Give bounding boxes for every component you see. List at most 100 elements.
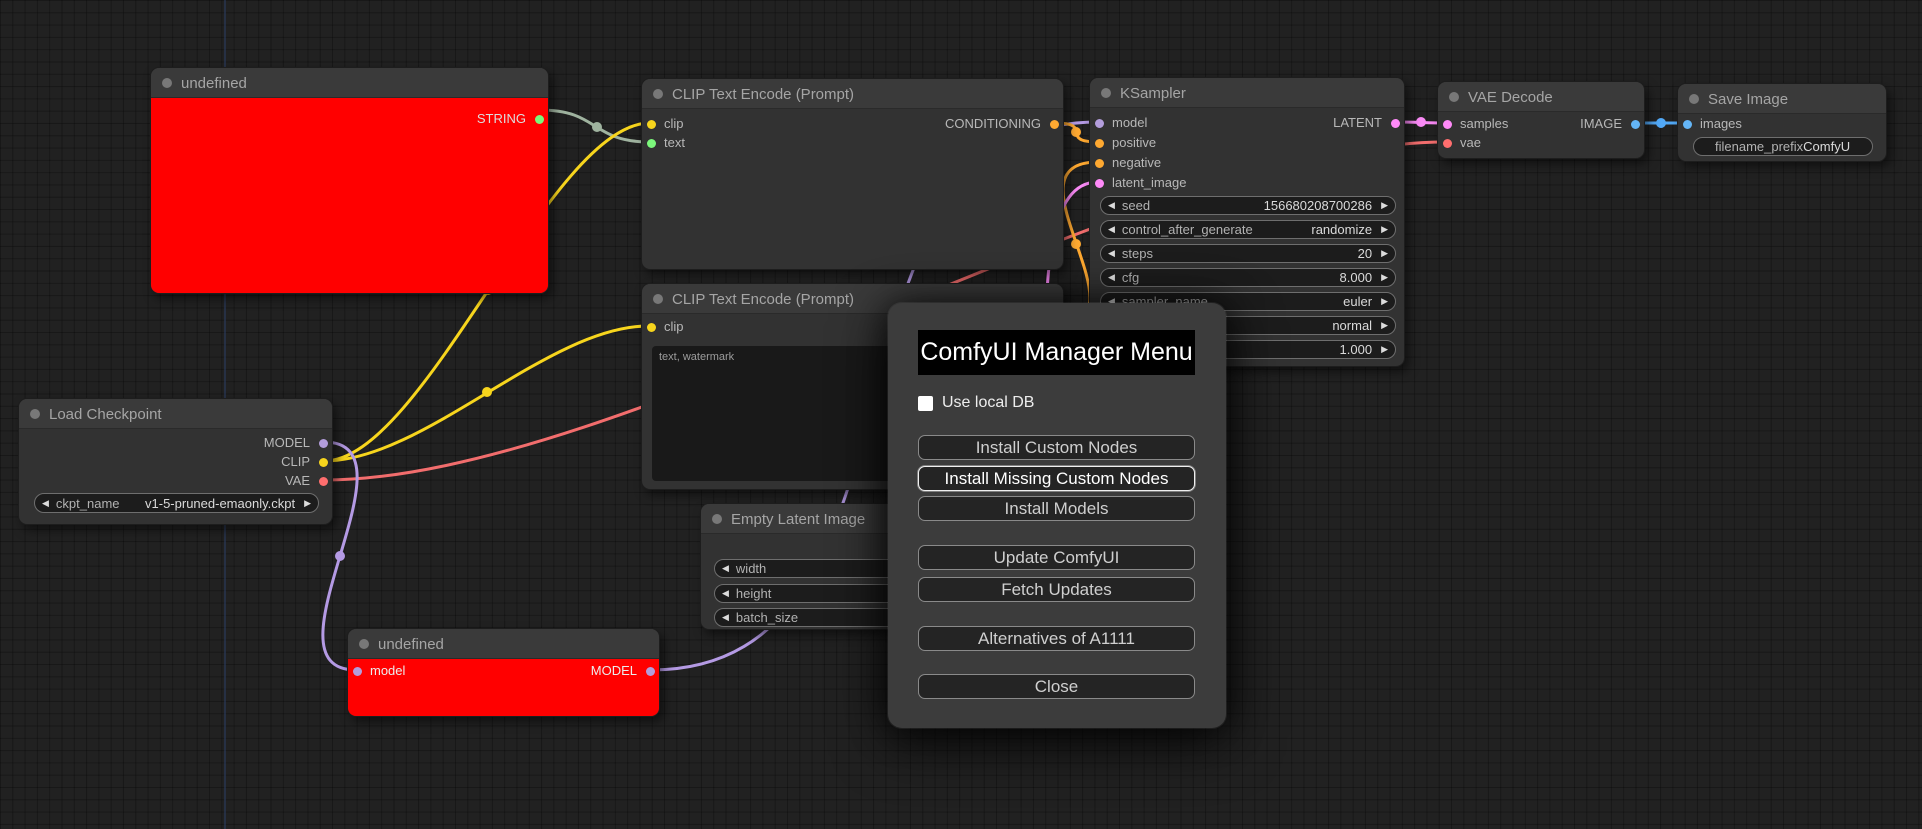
increment-arrow-icon[interactable]: ▶ [304, 497, 311, 508]
fetch-updates-button[interactable]: Fetch Updates [918, 577, 1195, 602]
decrement-arrow-icon[interactable]: ◀ [42, 497, 49, 508]
decrement-arrow-icon[interactable]: ◀ [722, 588, 729, 598]
output-slot-dot[interactable] [318, 476, 328, 486]
increment-arrow-icon[interactable]: ▶ [1381, 344, 1388, 354]
node-header[interactable]: Save Image [1678, 84, 1886, 114]
node-load-checkpoint[interactable]: Load Checkpoint MODEL CLIP VAE ◀ ckpt_na… [18, 398, 333, 525]
input-slot-dot[interactable] [1094, 158, 1104, 168]
node-undefined-bottom[interactable]: undefined model MODEL [347, 628, 660, 717]
node-title: Empty Latent Image [731, 511, 866, 528]
output-slot-label: MODEL [263, 435, 310, 450]
widget-value[interactable]: ComfyUI [1803, 139, 1851, 154]
wire-string-to-text [538, 108, 652, 144]
collapse-dot-icon[interactable] [653, 294, 663, 304]
install-custom-nodes-button[interactable]: Install Custom Nodes [918, 435, 1195, 460]
node-title: undefined [378, 636, 444, 653]
widget-control-after-generate[interactable]: ◀ control_after_generate randomize ▶ [1100, 220, 1396, 239]
widget-value[interactable]: 8.000 [1339, 270, 1373, 285]
collapse-dot-icon[interactable] [359, 639, 369, 649]
node-vae-decode[interactable]: VAE Decode samples vae IMAGE [1437, 81, 1645, 159]
output-slot-dot[interactable] [645, 666, 655, 676]
node-header[interactable]: KSampler [1090, 78, 1404, 108]
output-slot-label: MODEL [590, 663, 637, 678]
use-local-db-checkbox[interactable] [918, 395, 933, 411]
use-local-db-row: Use local DB [918, 393, 1034, 413]
wire-midpoint-dot [1416, 117, 1426, 127]
output-slot-label: STRING [476, 111, 526, 126]
decrement-arrow-icon[interactable]: ◀ [1108, 224, 1115, 234]
widget-filename-prefix[interactable]: filename_prefix ComfyUI [1693, 137, 1873, 156]
input-slot-dot[interactable] [646, 138, 656, 148]
output-slot-dot[interactable] [318, 457, 328, 467]
collapse-dot-icon[interactable] [653, 89, 663, 99]
widget-label: height [735, 586, 772, 601]
widget-label: ckpt_name [55, 495, 120, 511]
input-slot-label: samples [1460, 116, 1509, 131]
output-slot-dot[interactable] [1049, 119, 1059, 129]
node-title: VAE Decode [1468, 89, 1553, 106]
collapse-dot-icon[interactable] [1449, 92, 1459, 102]
decrement-arrow-icon[interactable]: ◀ [722, 612, 729, 622]
widget-label: cfg [1121, 270, 1140, 285]
widget-value[interactable]: 20 [1357, 246, 1373, 261]
widget-value[interactable]: euler [1343, 294, 1373, 309]
input-slot-label: model [1112, 115, 1148, 130]
input-slot-dot[interactable] [1094, 138, 1104, 148]
output-slot-dot[interactable] [534, 114, 544, 124]
wire-midpoint-dot [1071, 127, 1081, 137]
increment-arrow-icon[interactable]: ▶ [1381, 272, 1388, 282]
input-slot-dot[interactable] [1682, 119, 1692, 129]
output-slot-dot[interactable] [318, 438, 328, 448]
widget-ckpt-name[interactable]: ◀ ckpt_name v1-5-pruned-emaonly.ckpt ▶ [34, 493, 319, 513]
output-slot-dot[interactable] [1630, 119, 1640, 129]
increment-arrow-icon[interactable]: ▶ [1381, 320, 1388, 330]
node-clip-text-encode-1[interactable]: CLIP Text Encode (Prompt) clip text COND… [641, 78, 1064, 270]
widget-label: filename_prefix [1715, 139, 1804, 154]
collapse-dot-icon[interactable] [712, 514, 722, 524]
collapse-dot-icon[interactable] [1689, 94, 1699, 104]
widget-cfg[interactable]: ◀ cfg 8.000 ▶ [1100, 268, 1396, 287]
wire-clip-to-clip2 [322, 324, 650, 463]
collapse-dot-icon[interactable] [162, 78, 172, 88]
widget-steps[interactable]: ◀ steps 20 ▶ [1100, 244, 1396, 263]
decrement-arrow-icon[interactable]: ◀ [1108, 248, 1115, 258]
node-undefined-top[interactable]: undefined STRING [150, 67, 549, 294]
widget-seed[interactable]: ◀ seed 156680208700286 ▶ [1100, 196, 1396, 215]
collapse-dot-icon[interactable] [30, 409, 40, 419]
decrement-arrow-icon[interactable]: ◀ [1108, 200, 1115, 210]
node-save-image[interactable]: Save Image images filename_prefix ComfyU… [1677, 83, 1887, 162]
wire-midpoint-dot [482, 387, 492, 397]
node-header[interactable]: undefined [151, 68, 548, 98]
input-slot-label: positive [1112, 135, 1157, 150]
input-slot-label: model [370, 663, 406, 678]
install-missing-custom-nodes-button[interactable]: Install Missing Custom Nodes [918, 466, 1195, 491]
decrement-arrow-icon[interactable]: ◀ [722, 563, 729, 573]
input-slot-dot[interactable] [1094, 178, 1104, 188]
widget-value[interactable]: v1-5-pruned-emaonly.ckpt [145, 495, 296, 511]
update-comfyui-button[interactable]: Update ComfyUI [918, 545, 1195, 570]
node-header[interactable]: Load Checkpoint [19, 399, 332, 429]
increment-arrow-icon[interactable]: ▶ [1381, 248, 1388, 258]
close-button[interactable]: Close [918, 674, 1195, 699]
alternatives-of-a1111-button[interactable]: Alternatives of A1111 [918, 626, 1195, 651]
node-header[interactable]: undefined [348, 629, 659, 659]
decrement-arrow-icon[interactable]: ◀ [1108, 272, 1115, 282]
node-title: Save Image [1708, 91, 1789, 108]
input-slot-label: negative [1112, 155, 1162, 170]
input-slot-label: vae [1460, 135, 1481, 150]
node-header[interactable]: VAE Decode [1438, 82, 1644, 112]
increment-arrow-icon[interactable]: ▶ [1381, 200, 1388, 210]
widget-label: control_after_generate [1121, 222, 1253, 237]
wire-midpoint-dot [1071, 239, 1081, 249]
install-models-button[interactable]: Install Models [918, 496, 1195, 521]
increment-arrow-icon[interactable]: ▶ [1381, 296, 1388, 306]
widget-value[interactable]: 156680208700286 [1263, 198, 1373, 213]
collapse-dot-icon[interactable] [1101, 88, 1111, 98]
increment-arrow-icon[interactable]: ▶ [1381, 224, 1388, 234]
input-slot-dot[interactable] [1442, 138, 1452, 148]
output-slot-dot[interactable] [1390, 118, 1400, 128]
input-slot-label: text [664, 135, 685, 150]
widget-value[interactable]: randomize [1311, 222, 1373, 237]
node-header[interactable]: CLIP Text Encode (Prompt) [642, 79, 1063, 109]
